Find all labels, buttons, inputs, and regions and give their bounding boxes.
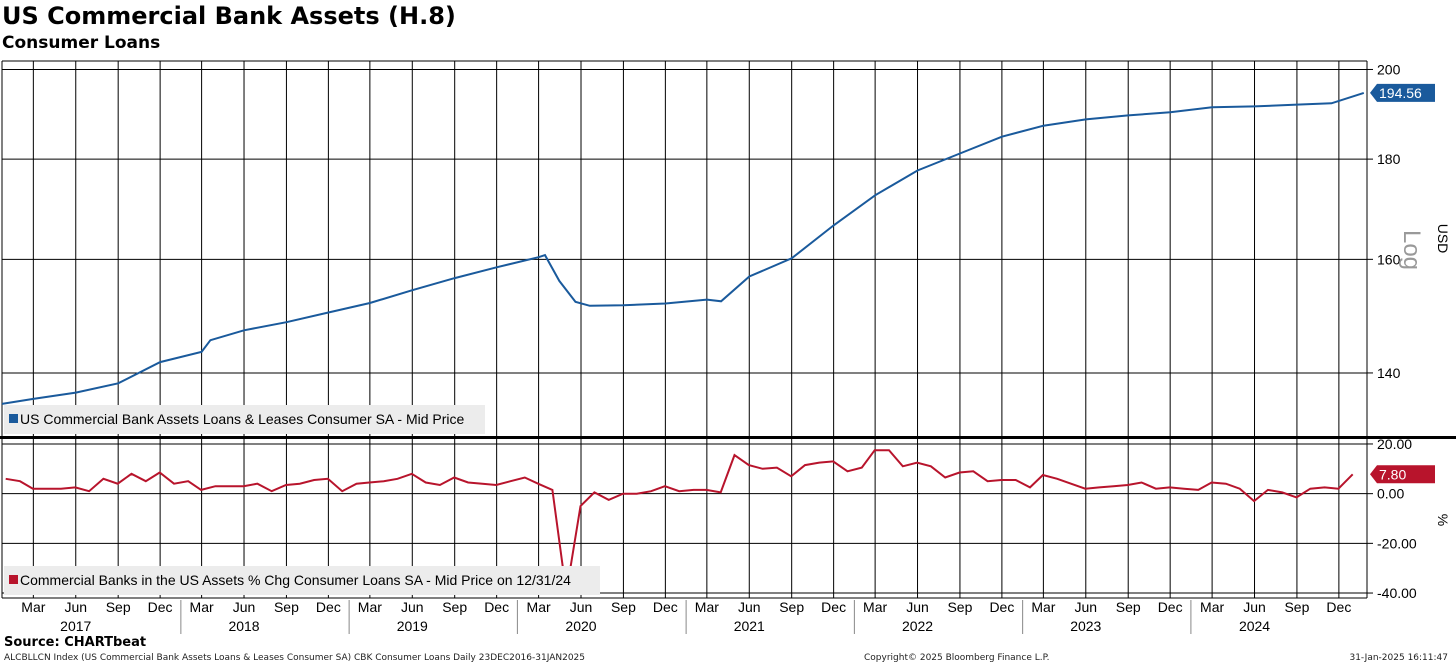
x-tick-label: Jun bbox=[64, 599, 87, 615]
y-axis-unit-label: % bbox=[1435, 514, 1451, 526]
x-tick-label: Dec bbox=[989, 599, 1014, 615]
legend-swatch-lower bbox=[9, 575, 18, 584]
chart-title: US Commercial Bank Assets (H.8) bbox=[2, 2, 456, 30]
y-tick-label: -20.00 bbox=[1377, 535, 1417, 551]
x-year-label: 2019 bbox=[397, 618, 428, 634]
x-tick-label: Mar bbox=[1031, 599, 1055, 615]
y-tick-label: 140 bbox=[1377, 365, 1401, 381]
x-year-label: 2023 bbox=[1070, 618, 1101, 634]
footer-ticker-info: ALCBLLCN Index (US Commercial Bank Asset… bbox=[4, 653, 585, 663]
x-tick-label: Sep bbox=[779, 599, 804, 615]
x-tick-label: Dec bbox=[1326, 599, 1351, 615]
plot-frame bbox=[0, 60, 1456, 599]
x-tick-label: Jun bbox=[1243, 599, 1266, 615]
legend-label-lower: Commercial Banks in the US Assets % Chg … bbox=[20, 572, 571, 588]
y-tick-label: -40.00 bbox=[1377, 585, 1417, 601]
x-year-label: 2021 bbox=[734, 618, 765, 634]
last-value-tag-lower-bg bbox=[1370, 465, 1435, 484]
x-tick-label: Sep bbox=[106, 599, 131, 615]
x-year-label: 2024 bbox=[1239, 618, 1270, 634]
x-tick-label: Sep bbox=[947, 599, 972, 615]
x-tick-label: Dec bbox=[316, 599, 341, 615]
legend-box-upper bbox=[4, 405, 485, 434]
x-tick-label: Jun bbox=[738, 599, 761, 615]
last-value-tag-upper-bg bbox=[1370, 83, 1435, 102]
series-layer bbox=[1, 91, 1365, 594]
log-scale-label: Log bbox=[1398, 230, 1425, 270]
x-year-label: 2022 bbox=[902, 618, 933, 634]
footer-copyright: Copyright© 2025 Bloomberg Finance L.P. bbox=[864, 653, 1050, 663]
y-tick-label: 160 bbox=[1377, 251, 1401, 267]
x-tick-label: Mar bbox=[1200, 599, 1224, 615]
x-tick-label: Jun bbox=[570, 599, 593, 615]
x-tick-label: Sep bbox=[442, 599, 467, 615]
x-year-label: 2017 bbox=[60, 618, 91, 634]
x-tick-label: Sep bbox=[611, 599, 636, 615]
x-tick-label: Mar bbox=[358, 599, 382, 615]
x-tick-label: Mar bbox=[527, 599, 551, 615]
x-tick-label: Mar bbox=[863, 599, 887, 615]
series-line-pct-change bbox=[5, 449, 1354, 594]
x-tick-label: Sep bbox=[1284, 599, 1309, 615]
x-tick-label: Jun bbox=[401, 599, 424, 615]
x-tick-label: Sep bbox=[1116, 599, 1141, 615]
x-tick-label: Dec bbox=[821, 599, 846, 615]
x-tick-label: Sep bbox=[274, 599, 299, 615]
series-line-consumer-loans bbox=[1, 91, 1365, 405]
chart-subtitle: Consumer Loans bbox=[2, 33, 161, 53]
x-tick-label: Dec bbox=[148, 599, 173, 615]
legend-box-lower bbox=[4, 566, 600, 595]
last-value-tag-lower: 7.80 bbox=[1379, 466, 1406, 482]
y-axis-unit-label: USD bbox=[1435, 224, 1451, 254]
x-year-label: 2018 bbox=[228, 618, 259, 634]
x-tick-label: Jun bbox=[1075, 599, 1098, 615]
last-value-tag-upper: 194.56 bbox=[1379, 85, 1422, 101]
footer-timestamp: 31-Jan-2025 16:11:47 bbox=[1349, 653, 1448, 663]
legend-label-upper: US Commercial Bank Assets Loans & Leases… bbox=[20, 411, 465, 427]
x-tick-label: Mar bbox=[695, 599, 719, 615]
axes: Mar Jun Sep Dec Mar Jun Sep Dec Mar Jun Sep Dec Mar J… bbox=[21, 61, 1451, 634]
grid bbox=[2, 61, 1367, 598]
x-year-label: 2020 bbox=[565, 618, 596, 634]
x-tick-label: Jun bbox=[233, 599, 256, 615]
x-tick-label: Dec bbox=[653, 599, 678, 615]
source-note: Source: CHARTbeat bbox=[4, 635, 147, 650]
x-tick-label: Mar bbox=[21, 599, 45, 615]
legend-swatch-upper bbox=[9, 414, 18, 423]
x-tick-label: Dec bbox=[484, 599, 509, 615]
legends: US Commercial Bank Assets Loans & Leases… bbox=[4, 405, 600, 595]
x-tick-label: Jun bbox=[906, 599, 929, 615]
x-tick-label: Dec bbox=[1158, 599, 1183, 615]
y-tick-label: 180 bbox=[1377, 151, 1401, 167]
x-tick-label: Mar bbox=[190, 599, 214, 615]
y-tick-label: 20.00 bbox=[1377, 436, 1412, 452]
y-tick-label: 0.00 bbox=[1377, 486, 1404, 502]
y-tick-label: 200 bbox=[1377, 61, 1401, 77]
